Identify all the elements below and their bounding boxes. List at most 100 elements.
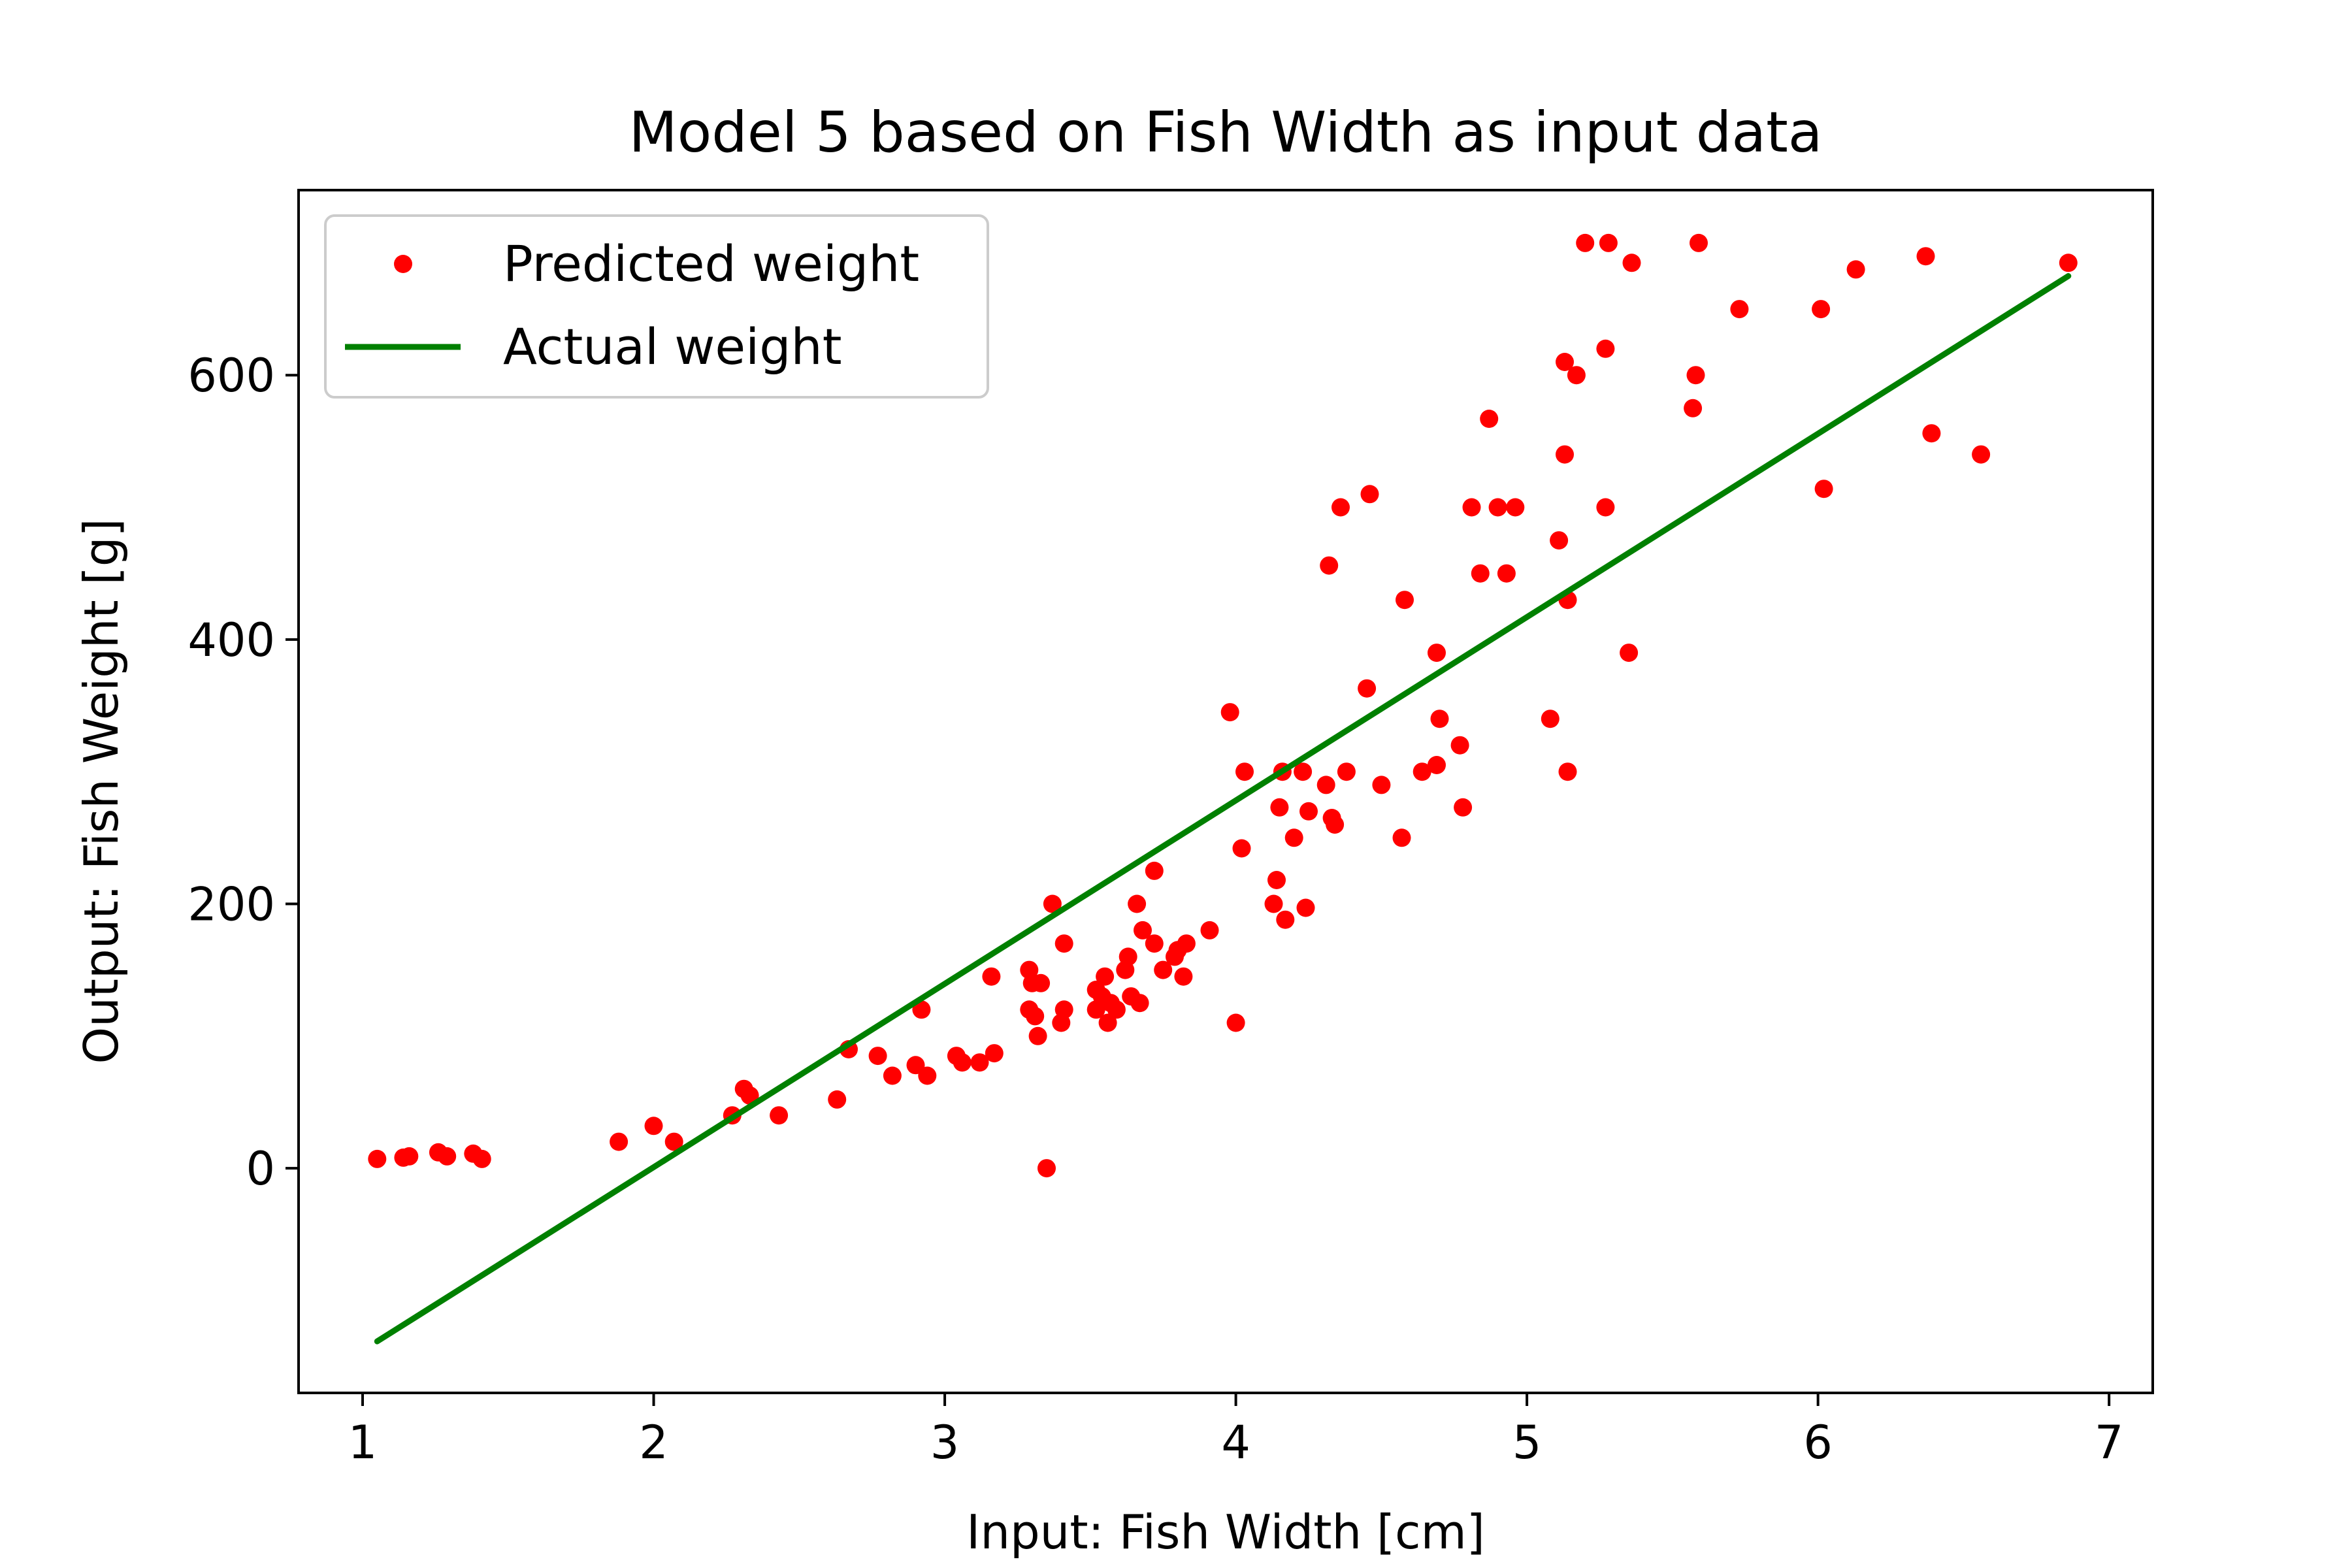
data-point-predicted-weight [1284, 828, 1303, 847]
data-point-predicted-weight [1497, 564, 1516, 583]
data-point-predicted-weight [1296, 898, 1315, 917]
data-point-predicted-weight [1119, 947, 1137, 966]
x-tick-label: 3 [930, 1416, 960, 1469]
y-tick-label: 600 [188, 349, 275, 402]
data-point-predicted-weight [1043, 894, 1062, 913]
data-point-predicted-weight [1480, 410, 1499, 428]
x-tick-label: 5 [1512, 1416, 1542, 1469]
data-point-predicted-weight [1358, 679, 1377, 698]
data-point-predicted-weight [770, 1106, 789, 1125]
data-point-predicted-weight [1220, 703, 1239, 722]
data-point-predicted-weight [1684, 399, 1703, 417]
data-point-predicted-weight [1812, 300, 1831, 319]
data-point-predicted-weight [918, 1066, 937, 1085]
data-point-predicted-weight [1026, 1007, 1045, 1026]
data-point-predicted-weight [1462, 498, 1481, 517]
data-point-predicted-weight [1596, 498, 1615, 517]
data-point-predicted-weight [1177, 934, 1196, 953]
data-point-predicted-weight [1599, 233, 1618, 252]
data-point-predicted-weight [610, 1132, 629, 1151]
data-point-predicted-weight [912, 1000, 931, 1019]
data-point-predicted-weight [1134, 921, 1152, 939]
legend-label-actual-weight: Actual weight [503, 318, 842, 376]
data-point-predicted-weight [1567, 366, 1586, 385]
y-axis: 0 200 400 600 [188, 349, 299, 1196]
legend-marker-predicted-weight [394, 255, 412, 273]
data-point-predicted-weight [1413, 762, 1431, 781]
data-point-predicted-weight [1226, 1013, 1245, 1032]
data-point-predicted-weight [1506, 498, 1525, 517]
data-point-predicted-weight [1620, 644, 1639, 662]
data-point-predicted-weight [1392, 828, 1411, 847]
data-point-predicted-weight [868, 1047, 887, 1066]
data-point-predicted-weight [1372, 776, 1391, 794]
data-point-predicted-weight [1396, 591, 1414, 610]
data-point-predicted-weight [1145, 861, 1164, 880]
data-point-predicted-weight [1232, 839, 1251, 858]
data-point-predicted-weight [1128, 894, 1147, 913]
data-point-predicted-weight [472, 1149, 491, 1168]
data-point-predicted-weight [1556, 445, 1574, 464]
data-point-predicted-weight [2059, 253, 2078, 272]
data-point-predicted-weight [1130, 994, 1149, 1013]
data-point-predicted-weight [1028, 1026, 1047, 1045]
data-point-predicted-weight [1454, 798, 1473, 817]
data-point-predicted-weight [1235, 762, 1254, 781]
plot-frame [297, 189, 2154, 1394]
data-point-predicted-weight [1558, 762, 1577, 781]
data-point-predicted-weight [1596, 339, 1615, 358]
data-point-predicted-weight [1814, 480, 1833, 498]
data-point-predicted-weight [1430, 710, 1449, 728]
data-point-predicted-weight [1154, 960, 1173, 979]
data-point-predicted-weight [883, 1066, 902, 1085]
data-point-predicted-weight [1107, 1000, 1126, 1019]
legend: Predicted weight Actual weight [324, 214, 989, 399]
data-point-predicted-weight [1471, 564, 1490, 583]
data-point-predicted-weight [1576, 233, 1595, 252]
y-axis-label: Output: Fish Weight [g] [74, 518, 129, 1064]
data-point-predicted-weight [1916, 247, 1935, 266]
data-point-predicted-weight [1360, 485, 1379, 504]
data-point-predicted-weight [1267, 871, 1286, 889]
data-point-predicted-weight [644, 1117, 663, 1135]
data-point-predicted-weight [1730, 300, 1749, 319]
data-point-predicted-weight [985, 1044, 1004, 1063]
x-tick-label: 6 [1803, 1416, 1833, 1469]
data-point-predicted-weight [1320, 556, 1339, 575]
data-point-predicted-weight [1294, 762, 1313, 781]
data-point-predicted-weight [1326, 815, 1345, 834]
data-point-predicted-weight [400, 1147, 419, 1166]
data-point-predicted-weight [1331, 498, 1350, 517]
data-point-predicted-weight [1428, 756, 1446, 774]
data-point-predicted-weight [1556, 353, 1574, 371]
data-point-predicted-weight [1174, 967, 1193, 986]
data-point-predicted-weight [1200, 921, 1219, 939]
data-point-predicted-weight [1032, 973, 1051, 992]
x-axis: 1 2 3 4 5 6 7 [348, 1393, 2123, 1469]
data-point-predicted-weight [1145, 934, 1164, 953]
data-point-predicted-weight [368, 1149, 387, 1168]
x-tick-label: 2 [639, 1416, 668, 1469]
plot-marks [368, 233, 2078, 1345]
data-point-predicted-weight [1276, 910, 1295, 929]
chart-title: Model 5 based on Fish Width as input dat… [629, 100, 1822, 165]
x-axis-label: Input: Fish Width [cm] [966, 1505, 1485, 1560]
data-point-predicted-weight [1270, 798, 1289, 817]
data-point-predicted-weight [1686, 366, 1705, 385]
data-point-predicted-weight [664, 1132, 683, 1151]
data-point-predicted-weight [1450, 736, 1469, 755]
data-point-predicted-weight [1428, 644, 1446, 662]
data-point-predicted-weight [740, 1086, 759, 1105]
data-point-predicted-weight [828, 1090, 847, 1109]
legend-label-predicted-weight: Predicted weight [503, 235, 919, 293]
data-point-predicted-weight [1622, 253, 1641, 272]
data-point-predicted-weight [982, 967, 1001, 986]
y-tick-label: 0 [246, 1142, 275, 1196]
data-point-predicted-weight [1096, 967, 1115, 986]
data-point-predicted-weight [438, 1147, 457, 1166]
data-point-predicted-weight [1037, 1159, 1056, 1178]
series-line-actual-weight [374, 273, 2072, 1345]
x-tick-label: 4 [1221, 1416, 1250, 1469]
data-point-predicted-weight [1299, 802, 1318, 821]
